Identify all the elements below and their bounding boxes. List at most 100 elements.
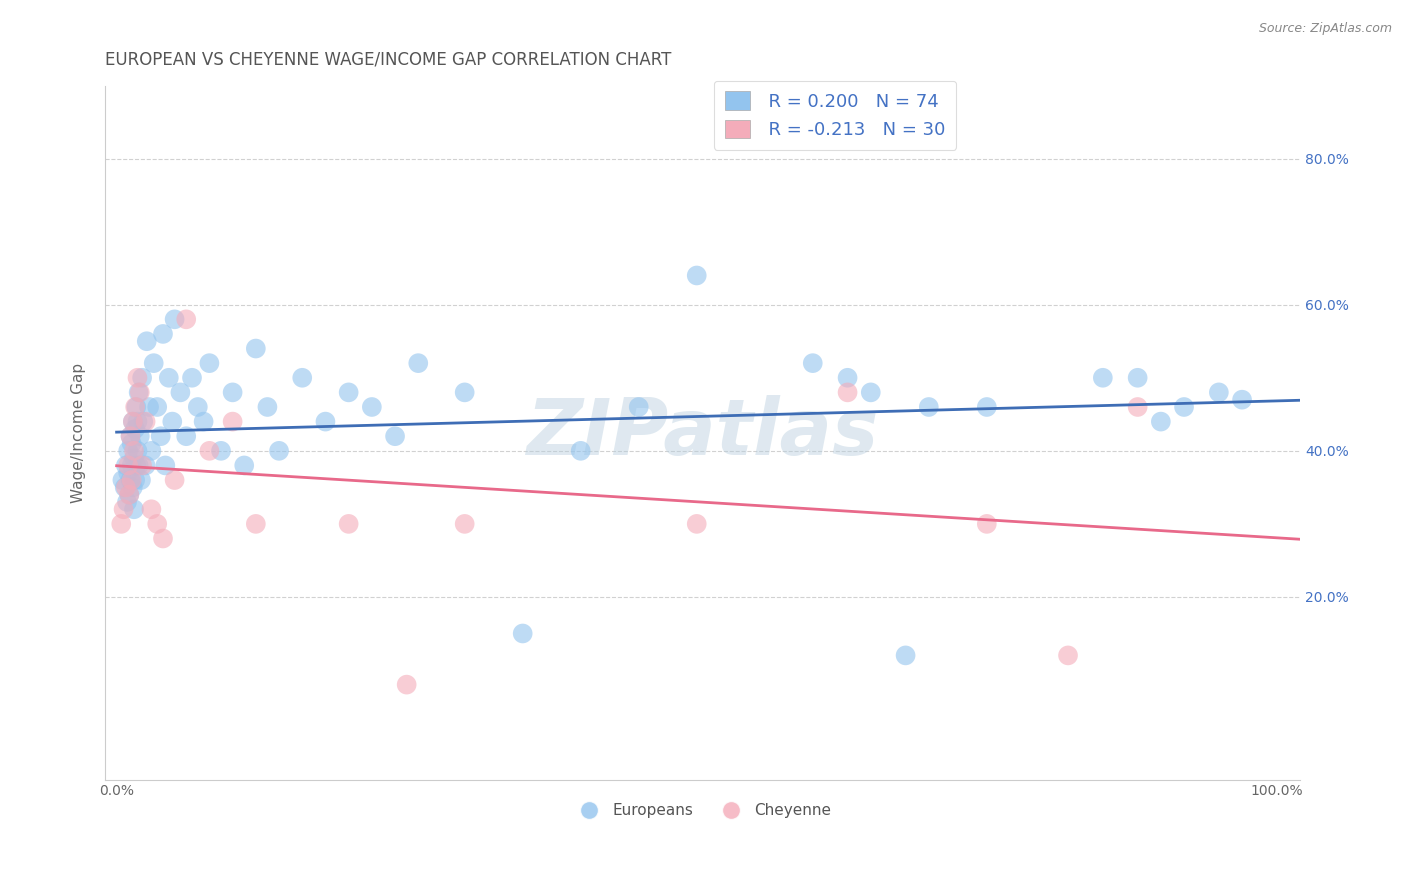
Point xyxy=(384,429,406,443)
Point xyxy=(121,415,143,429)
Point xyxy=(121,436,143,450)
Point xyxy=(1230,392,1253,407)
Point xyxy=(121,415,143,429)
Point xyxy=(801,356,824,370)
Point xyxy=(918,400,941,414)
Point xyxy=(146,400,169,414)
Point xyxy=(121,473,143,487)
Point xyxy=(627,400,650,414)
Point xyxy=(512,626,534,640)
Text: Source: ZipAtlas.com: Source: ZipAtlas.com xyxy=(1258,22,1392,36)
Point xyxy=(125,400,148,414)
Point xyxy=(233,458,256,473)
Point xyxy=(1091,371,1114,385)
Point xyxy=(337,385,360,400)
Point xyxy=(141,443,163,458)
Point xyxy=(110,516,132,531)
Point xyxy=(221,385,243,400)
Point xyxy=(314,415,336,429)
Point xyxy=(686,268,709,283)
Point xyxy=(146,516,169,531)
Point xyxy=(128,429,150,443)
Point xyxy=(125,458,148,473)
Point xyxy=(174,429,197,443)
Y-axis label: Wage/Income Gap: Wage/Income Gap xyxy=(72,362,86,502)
Text: ZIPatlas: ZIPatlas xyxy=(526,394,879,471)
Point xyxy=(117,443,139,458)
Point xyxy=(157,371,180,385)
Point xyxy=(152,326,174,341)
Point xyxy=(1126,371,1149,385)
Point xyxy=(1150,415,1173,429)
Point xyxy=(122,443,145,458)
Point xyxy=(112,502,135,516)
Point xyxy=(198,443,221,458)
Point xyxy=(132,415,155,429)
Point xyxy=(124,422,146,436)
Point xyxy=(115,458,138,473)
Point xyxy=(118,488,141,502)
Point xyxy=(135,458,157,473)
Text: EUROPEAN VS CHEYENNE WAGE/INCOME GAP CORRELATION CHART: EUROPEAN VS CHEYENNE WAGE/INCOME GAP COR… xyxy=(105,51,672,69)
Point xyxy=(124,400,146,414)
Point xyxy=(129,473,152,487)
Point xyxy=(976,400,998,414)
Point xyxy=(128,458,150,473)
Point xyxy=(221,415,243,429)
Point xyxy=(163,312,186,326)
Point xyxy=(120,473,142,487)
Point xyxy=(406,356,429,370)
Point xyxy=(152,532,174,546)
Point xyxy=(1057,648,1080,663)
Point xyxy=(256,400,278,414)
Point xyxy=(118,488,141,502)
Point xyxy=(453,385,475,400)
Point xyxy=(1126,400,1149,414)
Point xyxy=(360,400,382,414)
Point xyxy=(142,356,165,370)
Point xyxy=(121,480,143,494)
Point xyxy=(1173,400,1195,414)
Point xyxy=(169,385,191,400)
Point xyxy=(127,443,149,458)
Point xyxy=(174,312,197,326)
Point xyxy=(837,385,859,400)
Point xyxy=(117,458,139,473)
Point xyxy=(120,429,142,443)
Point xyxy=(163,473,186,487)
Point xyxy=(115,480,138,494)
Point xyxy=(337,516,360,531)
Point xyxy=(245,516,267,531)
Point xyxy=(138,400,160,414)
Point xyxy=(122,502,145,516)
Point xyxy=(121,458,143,473)
Point xyxy=(149,429,172,443)
Point xyxy=(245,342,267,356)
Point xyxy=(135,415,157,429)
Point xyxy=(131,371,153,385)
Point xyxy=(395,678,418,692)
Point xyxy=(155,458,177,473)
Point xyxy=(127,415,149,429)
Point xyxy=(127,371,149,385)
Point xyxy=(198,356,221,370)
Point xyxy=(267,443,290,458)
Point xyxy=(128,385,150,400)
Point xyxy=(111,473,134,487)
Point xyxy=(187,400,209,414)
Point xyxy=(859,385,882,400)
Point xyxy=(193,415,215,429)
Point xyxy=(569,443,592,458)
Point xyxy=(120,429,142,443)
Point xyxy=(117,466,139,480)
Legend: Europeans, Cheyenne: Europeans, Cheyenne xyxy=(568,797,837,824)
Point xyxy=(162,415,184,429)
Point xyxy=(453,516,475,531)
Point xyxy=(209,443,232,458)
Point xyxy=(122,451,145,466)
Point xyxy=(128,385,150,400)
Point xyxy=(686,516,709,531)
Point xyxy=(1208,385,1230,400)
Point xyxy=(114,480,136,494)
Point xyxy=(115,495,138,509)
